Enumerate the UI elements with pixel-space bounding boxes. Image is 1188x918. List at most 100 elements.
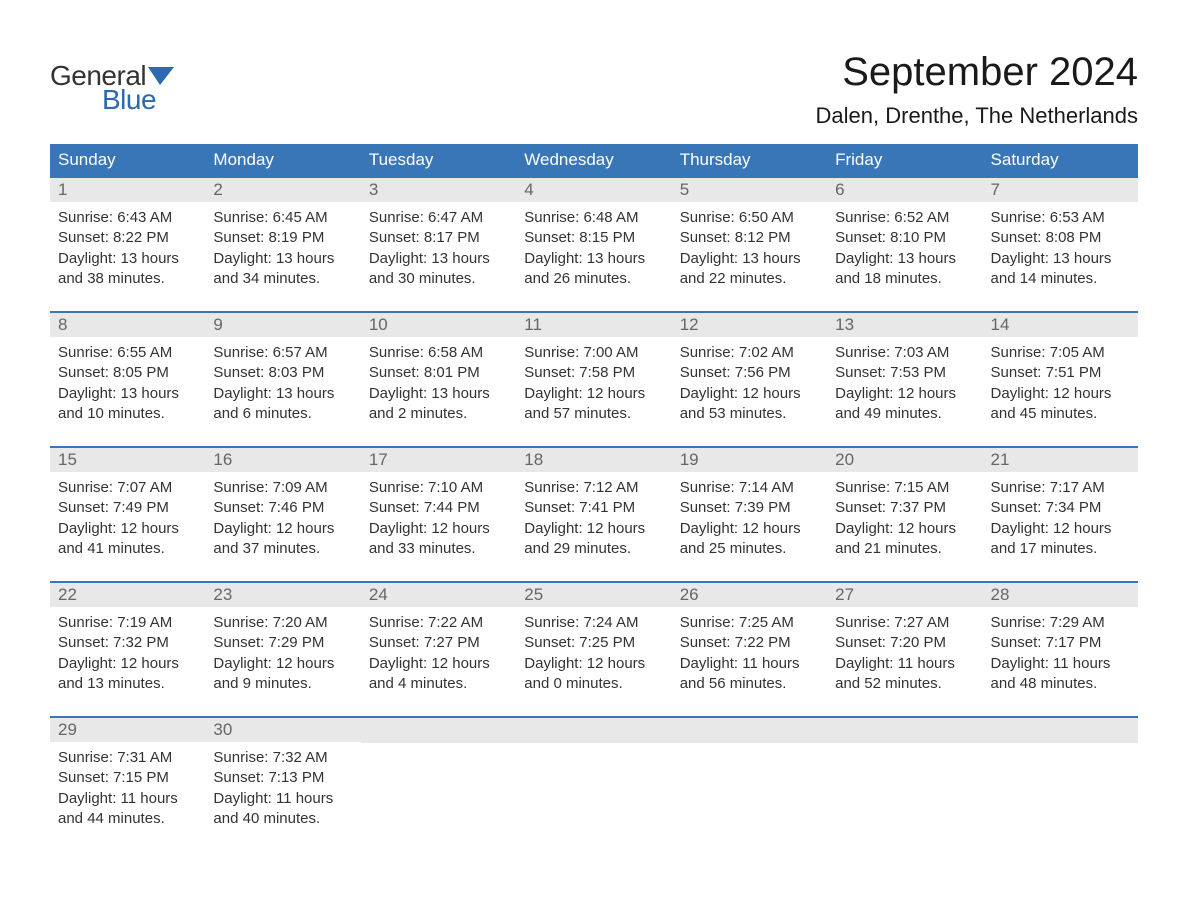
- day-number: 23: [205, 583, 360, 607]
- sunrise-text: Sunrise: 7:29 AM: [991, 613, 1130, 633]
- day-content: Sunrise: 6:48 AMSunset: 8:15 PMDaylight:…: [516, 202, 671, 293]
- daylight-text-2: and 34 minutes.: [213, 269, 352, 289]
- daylight-text-1: Daylight: 11 hours: [680, 654, 819, 674]
- sunset-text: Sunset: 7:58 PM: [524, 363, 663, 383]
- daylight-text-1: Daylight: 13 hours: [991, 249, 1130, 269]
- day-cell: 29Sunrise: 7:31 AMSunset: 7:15 PMDayligh…: [50, 718, 205, 833]
- day-number: 5: [672, 178, 827, 202]
- sunset-text: Sunset: 8:01 PM: [369, 363, 508, 383]
- day-content: Sunrise: 6:57 AMSunset: 8:03 PMDaylight:…: [205, 337, 360, 428]
- daylight-text-2: and 57 minutes.: [524, 404, 663, 424]
- day-number: 13: [827, 313, 982, 337]
- day-content: Sunrise: 6:50 AMSunset: 8:12 PMDaylight:…: [672, 202, 827, 293]
- daylight-text-1: Daylight: 13 hours: [524, 249, 663, 269]
- sunset-text: Sunset: 7:29 PM: [213, 633, 352, 653]
- sunrise-text: Sunrise: 6:53 AM: [991, 208, 1130, 228]
- daylight-text-2: and 30 minutes.: [369, 269, 508, 289]
- sunset-text: Sunset: 7:37 PM: [835, 498, 974, 518]
- sunrise-text: Sunrise: 7:12 AM: [524, 478, 663, 498]
- sunset-text: Sunset: 8:22 PM: [58, 228, 197, 248]
- day-cell: 5Sunrise: 6:50 AMSunset: 8:12 PMDaylight…: [672, 178, 827, 293]
- daylight-text-2: and 6 minutes.: [213, 404, 352, 424]
- day-number: 10: [361, 313, 516, 337]
- sunrise-text: Sunrise: 7:17 AM: [991, 478, 1130, 498]
- daylight-text-2: and 25 minutes.: [680, 539, 819, 559]
- sunrise-text: Sunrise: 6:47 AM: [369, 208, 508, 228]
- day-content: Sunrise: 6:45 AMSunset: 8:19 PMDaylight:…: [205, 202, 360, 293]
- day-number: 8: [50, 313, 205, 337]
- day-content: Sunrise: 7:31 AMSunset: 7:15 PMDaylight:…: [50, 742, 205, 833]
- sunset-text: Sunset: 7:20 PM: [835, 633, 974, 653]
- day-number: 30: [205, 718, 360, 742]
- sunset-text: Sunset: 7:39 PM: [680, 498, 819, 518]
- header: General Blue September 2024 Dalen, Drent…: [50, 50, 1138, 129]
- day-cell: 9Sunrise: 6:57 AMSunset: 8:03 PMDaylight…: [205, 313, 360, 428]
- daylight-text-1: Daylight: 13 hours: [213, 384, 352, 404]
- weeks-container: 1Sunrise: 6:43 AMSunset: 8:22 PMDaylight…: [50, 176, 1138, 833]
- logo: General Blue: [50, 50, 174, 116]
- sunset-text: Sunset: 8:19 PM: [213, 228, 352, 248]
- sunrise-text: Sunrise: 7:19 AM: [58, 613, 197, 633]
- day-cell: 20Sunrise: 7:15 AMSunset: 7:37 PMDayligh…: [827, 448, 982, 563]
- location-text: Dalen, Drenthe, The Netherlands: [816, 103, 1138, 129]
- day-content: Sunrise: 7:25 AMSunset: 7:22 PMDaylight:…: [672, 607, 827, 698]
- daylight-text-2: and 0 minutes.: [524, 674, 663, 694]
- daylight-text-2: and 13 minutes.: [58, 674, 197, 694]
- daylight-text-1: Daylight: 11 hours: [991, 654, 1130, 674]
- daylight-text-2: and 44 minutes.: [58, 809, 197, 829]
- sunset-text: Sunset: 7:27 PM: [369, 633, 508, 653]
- day-cell: 14Sunrise: 7:05 AMSunset: 7:51 PMDayligh…: [983, 313, 1138, 428]
- day-cell: 28Sunrise: 7:29 AMSunset: 7:17 PMDayligh…: [983, 583, 1138, 698]
- day-cell: 11Sunrise: 7:00 AMSunset: 7:58 PMDayligh…: [516, 313, 671, 428]
- daylight-text-1: Daylight: 12 hours: [680, 519, 819, 539]
- sunset-text: Sunset: 8:10 PM: [835, 228, 974, 248]
- day-number: 11: [516, 313, 671, 337]
- day-number: 9: [205, 313, 360, 337]
- day-content: Sunrise: 6:58 AMSunset: 8:01 PMDaylight:…: [361, 337, 516, 428]
- day-content: Sunrise: 6:53 AMSunset: 8:08 PMDaylight:…: [983, 202, 1138, 293]
- day-cell: 2Sunrise: 6:45 AMSunset: 8:19 PMDaylight…: [205, 178, 360, 293]
- day-number: 20: [827, 448, 982, 472]
- daylight-text-1: Daylight: 12 hours: [369, 654, 508, 674]
- sunrise-text: Sunrise: 7:32 AM: [213, 748, 352, 768]
- day-content: Sunrise: 7:17 AMSunset: 7:34 PMDaylight:…: [983, 472, 1138, 563]
- sunset-text: Sunset: 8:08 PM: [991, 228, 1130, 248]
- sunset-text: Sunset: 8:05 PM: [58, 363, 197, 383]
- daylight-text-2: and 21 minutes.: [835, 539, 974, 559]
- day-number: 7: [983, 178, 1138, 202]
- day-cell: 16Sunrise: 7:09 AMSunset: 7:46 PMDayligh…: [205, 448, 360, 563]
- weekday-label: Friday: [827, 144, 982, 176]
- day-cell: 13Sunrise: 7:03 AMSunset: 7:53 PMDayligh…: [827, 313, 982, 428]
- day-cell: 25Sunrise: 7:24 AMSunset: 7:25 PMDayligh…: [516, 583, 671, 698]
- day-number: 2: [205, 178, 360, 202]
- day-cell: 4Sunrise: 6:48 AMSunset: 8:15 PMDaylight…: [516, 178, 671, 293]
- daylight-text-1: Daylight: 12 hours: [680, 384, 819, 404]
- daylight-text-2: and 53 minutes.: [680, 404, 819, 424]
- daylight-text-1: Daylight: 12 hours: [58, 654, 197, 674]
- day-content: Sunrise: 7:29 AMSunset: 7:17 PMDaylight:…: [983, 607, 1138, 698]
- day-cell: 19Sunrise: 7:14 AMSunset: 7:39 PMDayligh…: [672, 448, 827, 563]
- daylight-text-1: Daylight: 12 hours: [213, 654, 352, 674]
- daylight-text-1: Daylight: 11 hours: [835, 654, 974, 674]
- sunset-text: Sunset: 7:22 PM: [680, 633, 819, 653]
- weekday-header: SundayMondayTuesdayWednesdayThursdayFrid…: [50, 144, 1138, 176]
- sunset-text: Sunset: 8:15 PM: [524, 228, 663, 248]
- daylight-text-1: Daylight: 12 hours: [524, 519, 663, 539]
- sunrise-text: Sunrise: 6:52 AM: [835, 208, 974, 228]
- day-content: Sunrise: 7:03 AMSunset: 7:53 PMDaylight:…: [827, 337, 982, 428]
- logo-flag-icon: [148, 67, 174, 85]
- day-number-bar: [516, 718, 671, 743]
- daylight-text-2: and 29 minutes.: [524, 539, 663, 559]
- daylight-text-1: Daylight: 12 hours: [835, 519, 974, 539]
- day-cell: 21Sunrise: 7:17 AMSunset: 7:34 PMDayligh…: [983, 448, 1138, 563]
- day-number: 25: [516, 583, 671, 607]
- daylight-text-1: Daylight: 12 hours: [991, 519, 1130, 539]
- day-number-bar: [361, 718, 516, 743]
- daylight-text-2: and 52 minutes.: [835, 674, 974, 694]
- day-content: Sunrise: 7:12 AMSunset: 7:41 PMDaylight:…: [516, 472, 671, 563]
- day-cell: 27Sunrise: 7:27 AMSunset: 7:20 PMDayligh…: [827, 583, 982, 698]
- daylight-text-2: and 18 minutes.: [835, 269, 974, 289]
- daylight-text-1: Daylight: 12 hours: [369, 519, 508, 539]
- sunset-text: Sunset: 8:17 PM: [369, 228, 508, 248]
- daylight-text-1: Daylight: 13 hours: [369, 384, 508, 404]
